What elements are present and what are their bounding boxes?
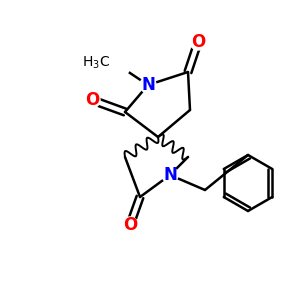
Circle shape [140, 77, 156, 93]
Circle shape [84, 92, 100, 108]
Text: O: O [123, 216, 137, 234]
Text: O: O [85, 91, 99, 109]
Circle shape [162, 167, 178, 183]
Circle shape [190, 34, 206, 50]
Text: N: N [141, 76, 155, 94]
Text: O: O [191, 33, 205, 51]
Circle shape [99, 47, 131, 79]
Text: H$_3$C: H$_3$C [82, 55, 110, 71]
Text: N: N [163, 166, 177, 184]
Circle shape [122, 217, 138, 233]
